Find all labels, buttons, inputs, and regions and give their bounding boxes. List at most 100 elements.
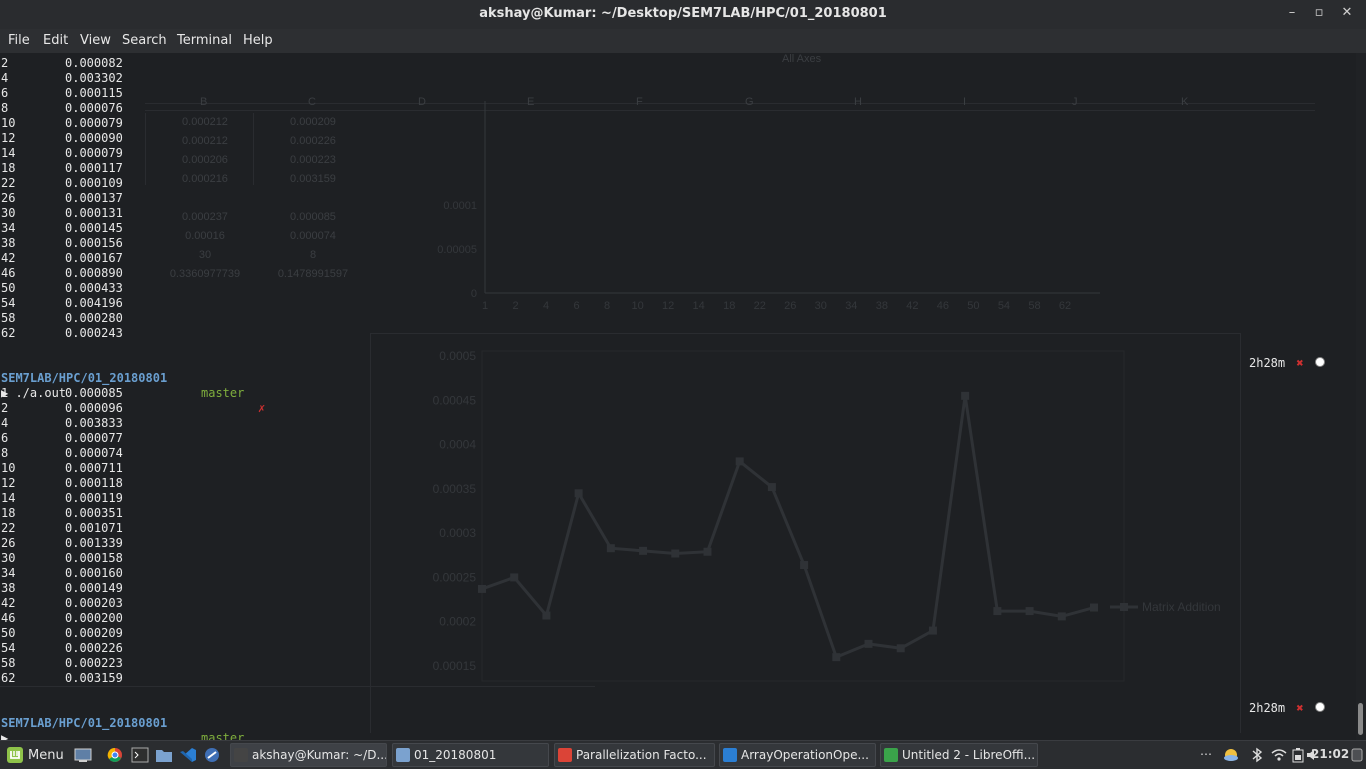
output-size: 54 <box>1 641 16 655</box>
menu-terminal[interactable]: Terminal <box>177 33 232 48</box>
output-time: 0.000200 <box>65 611 123 625</box>
output-size: 42 <box>1 251 16 265</box>
bluetooth-icon[interactable] <box>1248 747 1266 763</box>
y-tick-label: 0.00015 <box>433 659 477 673</box>
output-time: 0.000118 <box>65 476 123 490</box>
show-desktop-icon[interactable] <box>74 747 92 763</box>
output-size: 2 <box>1 401 9 415</box>
column-header: D <box>418 96 426 108</box>
tray-more-icon[interactable]: ⋯ <box>1200 747 1212 761</box>
x-tick-label: 54 <box>998 300 1010 312</box>
output-size: 18 <box>1 506 16 520</box>
column-header: K <box>1181 96 1189 108</box>
output-time: 0.000280 <box>65 311 123 325</box>
cursor-line[interactable]: ▶ _ <box>0 716 29 740</box>
data-point <box>1025 607 1034 616</box>
elapsed-time-text: 2h28m <box>1249 356 1286 370</box>
spreadsheet-cell: 0.000216 <box>182 173 228 185</box>
output-size: 8 <box>1 101 9 115</box>
weather-icon[interactable] <box>1222 747 1240 763</box>
output-time: 0.001339 <box>65 536 123 550</box>
spreadsheet-cell: 0.000206 <box>182 154 228 166</box>
x-tick-label: 26 <box>784 300 796 312</box>
menu-edit[interactable]: Edit <box>43 33 69 48</box>
menu-bar: File Edit View Search Terminal Help <box>0 29 1366 53</box>
terminal-launcher-icon[interactable] <box>131 747 149 763</box>
chrome-launcher-icon[interactable] <box>106 747 124 763</box>
app-launcher-icon[interactable] <box>203 747 221 763</box>
x-tick-label: 22 <box>754 300 766 312</box>
y-tick-label: 0.00025 <box>433 570 477 584</box>
output-size: 54 <box>1 296 16 310</box>
taskbar-window-button[interactable]: ArrayOperationOpe... <box>719 743 876 767</box>
output-time: 0.000079 <box>65 116 123 130</box>
spreadsheet-cell: 8 <box>309 249 317 261</box>
minimize-button[interactable]: – <box>1288 5 1296 20</box>
x-tick-label: 2 <box>512 300 518 312</box>
output-time: 0.000158 <box>65 551 123 565</box>
output-size: 12 <box>1 131 16 145</box>
spreadsheet-cell: 0.000074 <box>290 230 336 242</box>
output-size: 10 <box>1 116 16 130</box>
taskbar-window-button[interactable]: 01_20180801 <box>392 743 549 767</box>
taskbar-window-label: ArrayOperationOpe... <box>741 748 869 762</box>
maximize-button[interactable]: ▫ <box>1314 5 1324 20</box>
start-menu-button[interactable]: Menu <box>4 744 64 766</box>
column-header: J <box>1072 96 1078 108</box>
close-button[interactable]: ✕ <box>1341 5 1353 20</box>
data-point <box>606 544 615 553</box>
battery-icon[interactable] <box>1290 747 1308 763</box>
notification-icon[interactable] <box>1348 747 1366 763</box>
taskbar-window-button[interactable]: akshay@Kumar: ~/D... <box>230 743 387 767</box>
volume-icon[interactable] <box>1305 747 1323 763</box>
spreadsheet-cell: 0.003159 <box>290 173 336 185</box>
output-size: 34 <box>1 221 16 235</box>
data-point <box>574 489 583 498</box>
y-tick-label: 0.00035 <box>433 482 477 496</box>
output-size: 4 <box>1 71 9 85</box>
output-size: 50 <box>1 281 16 295</box>
output-size: 12 <box>1 476 16 490</box>
mint-logo-icon <box>7 747 23 763</box>
x-tick-label: 1 <box>482 300 488 312</box>
output-time: 0.000351 <box>65 506 123 520</box>
output-time: 0.000109 <box>65 176 123 190</box>
terminal-scrollbar[interactable] <box>1356 53 1366 740</box>
column-header: C <box>308 96 316 108</box>
vscode-launcher-icon[interactable] <box>179 747 197 763</box>
output-time: 0.000117 <box>65 161 123 175</box>
output-time: 0.000156 <box>65 236 123 250</box>
taskbar-window-button[interactable]: Untitled 2 - LibreOffi... <box>880 743 1038 767</box>
taskbar-window-button[interactable]: Parallelization Facto... <box>554 743 715 767</box>
output-time: 0.000076 <box>65 101 123 115</box>
menu-search[interactable]: Search <box>122 33 167 48</box>
x-tick-label: 46 <box>937 300 949 312</box>
data-point <box>993 607 1002 616</box>
prompt-line-2: SEM7LAB/HPC/01_20180801 master ✗ <box>0 701 244 740</box>
data-point <box>703 547 712 556</box>
x-tick-label: 62 <box>1059 300 1071 312</box>
scrollbar-thumb[interactable] <box>1358 703 1363 735</box>
y-tick-label: 0.00045 <box>433 393 477 407</box>
wifi-icon[interactable] <box>1270 747 1288 763</box>
y-tick-label: 0 <box>471 288 477 300</box>
output-time: 0.004196 <box>65 296 123 310</box>
output-time: 0.000082 <box>65 56 123 70</box>
spreadsheet-cell: 0.000226 <box>290 135 336 147</box>
menu-view[interactable]: View <box>80 33 111 48</box>
menu-help[interactable]: Help <box>243 33 273 48</box>
output-time: 0.001071 <box>65 521 123 535</box>
clock[interactable]: 21:02 <box>1311 747 1350 761</box>
menu-file[interactable]: File <box>8 33 30 48</box>
x-tick-label: 18 <box>723 300 735 312</box>
legend-label: Matrix Addition <box>1142 600 1221 614</box>
output-size: 1 <box>1 386 9 400</box>
y-tick-label: 0.0002 <box>439 615 476 629</box>
column-header: F <box>636 96 643 108</box>
files-launcher-icon[interactable] <box>155 747 173 763</box>
output-size: 14 <box>1 491 16 505</box>
vscode-icon <box>723 748 737 762</box>
prompt-path: SEM7LAB/HPC/01_20180801 <box>1 371 168 385</box>
